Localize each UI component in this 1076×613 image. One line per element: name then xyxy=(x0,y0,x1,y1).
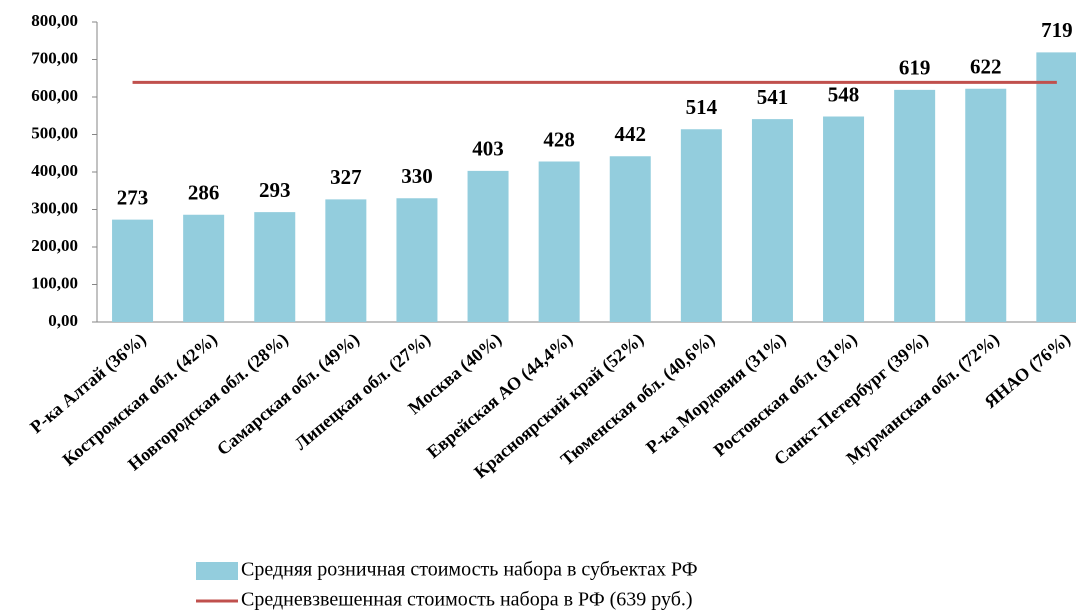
bar xyxy=(1036,52,1076,322)
y-tick-label: 700,00 xyxy=(31,48,78,67)
data-label: 622 xyxy=(970,55,1002,79)
bar xyxy=(894,89,936,322)
data-label: 327 xyxy=(330,165,362,189)
x-tick-label: Самарская обл. (49%) xyxy=(213,329,364,460)
bar xyxy=(396,198,438,322)
y-tick-label: 100,00 xyxy=(31,273,78,292)
data-label: 403 xyxy=(472,137,504,161)
data-label: 330 xyxy=(401,164,433,188)
data-label: 719 xyxy=(1041,18,1073,42)
bar xyxy=(254,212,296,322)
x-tick-label: Липецкая обл. (27%) xyxy=(291,329,435,455)
bar xyxy=(609,156,651,322)
y-tick-label: 0,00 xyxy=(48,311,78,330)
data-label: 428 xyxy=(543,127,575,151)
legend-label: Средневзвешенная стоимость набора в РФ (… xyxy=(241,589,693,611)
y-tick-label: 300,00 xyxy=(31,198,78,217)
data-label: 293 xyxy=(259,178,291,202)
legend-swatch xyxy=(196,562,238,580)
bar xyxy=(183,214,225,322)
data-label: 286 xyxy=(188,181,220,205)
bar xyxy=(823,116,865,322)
data-label: 514 xyxy=(686,95,718,119)
y-tick-label: 400,00 xyxy=(31,161,78,180)
bar xyxy=(538,161,580,322)
y-tick-label: 800,00 xyxy=(31,11,78,30)
data-label: 619 xyxy=(899,56,931,80)
bar xyxy=(680,129,722,322)
bar xyxy=(965,88,1007,322)
y-tick-label: 500,00 xyxy=(31,123,78,142)
data-label: 548 xyxy=(828,82,860,106)
bar xyxy=(325,199,367,322)
data-label: 442 xyxy=(615,122,647,146)
y-tick-label: 600,00 xyxy=(31,86,78,105)
bar xyxy=(112,219,154,322)
y-tick-label: 200,00 xyxy=(31,236,78,255)
data-label: 541 xyxy=(757,85,789,109)
bar xyxy=(467,170,509,322)
x-tick-label: Р-ка Алтай (36%) xyxy=(26,329,150,438)
data-label: 273 xyxy=(117,185,149,209)
bar xyxy=(751,119,793,322)
legend-label: Средняя розничная стоимость набора в суб… xyxy=(241,559,698,581)
